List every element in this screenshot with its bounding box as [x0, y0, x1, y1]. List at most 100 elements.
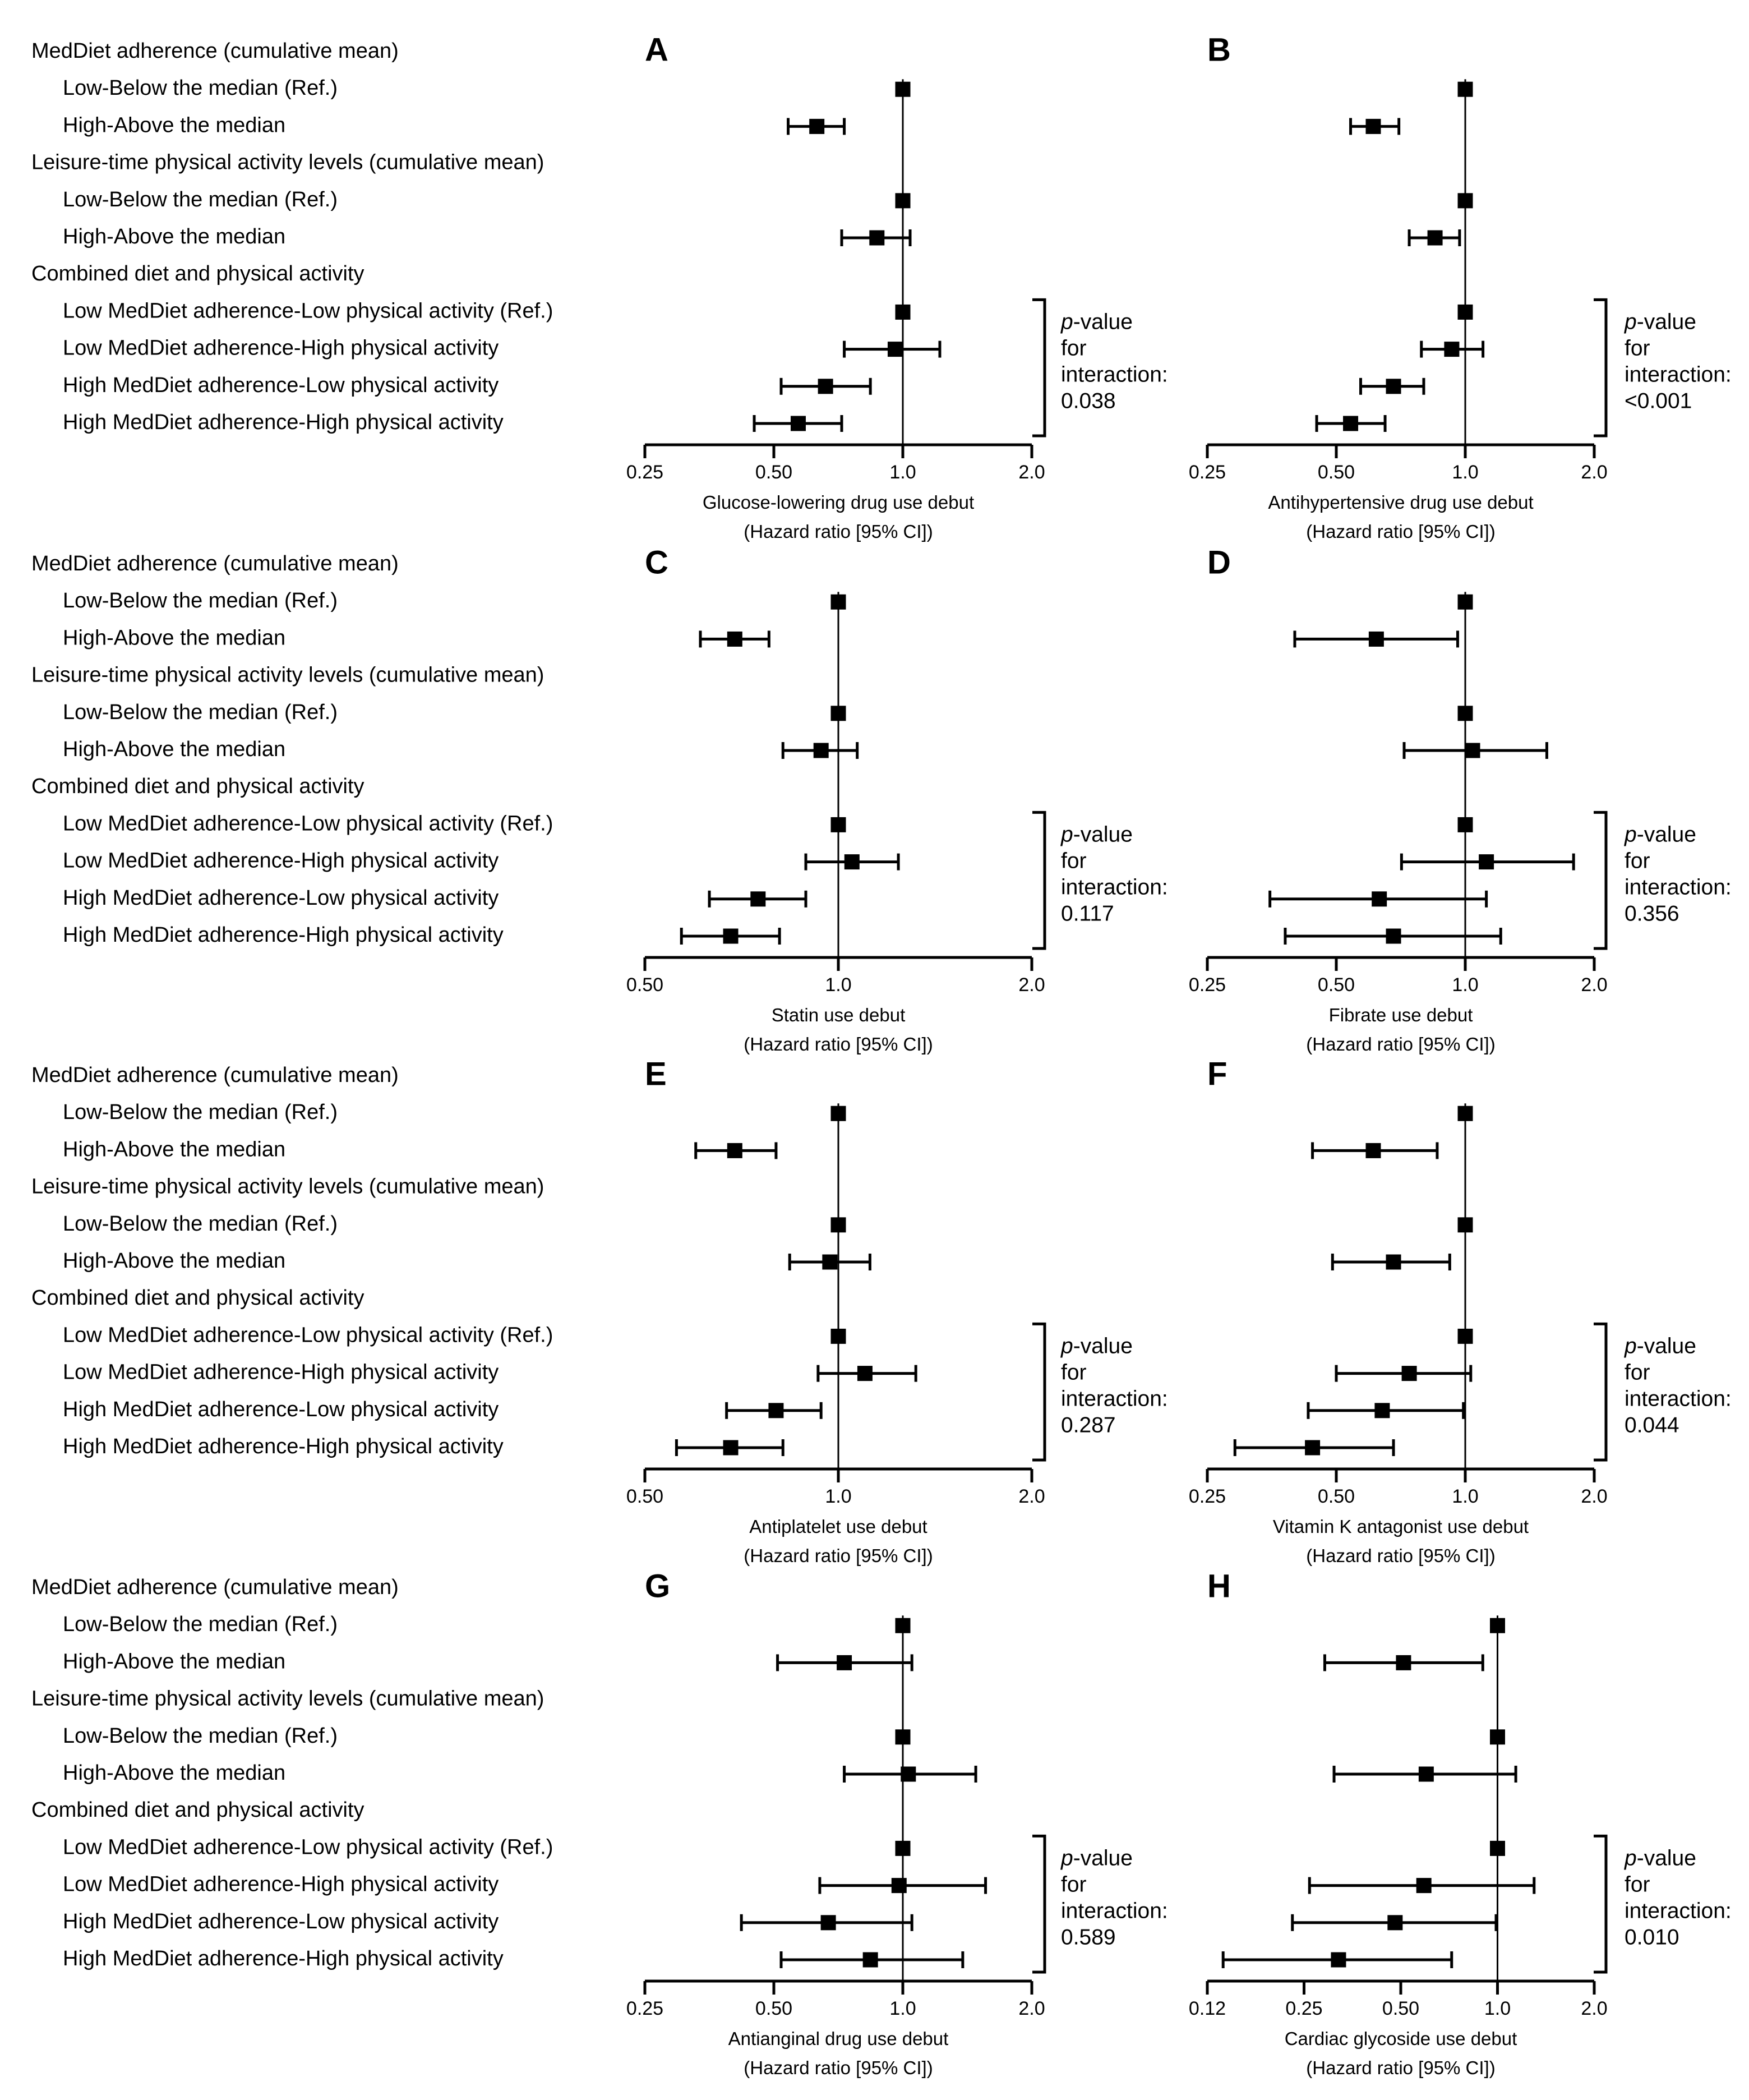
- x-tick-label: 0.12: [1189, 1998, 1226, 2019]
- group-heading: MedDiet adherence (cumulative mean): [31, 1063, 399, 1087]
- row-label: Low-Below the median (Ref.): [63, 1100, 338, 1124]
- hazard-ratio-point: [768, 1403, 784, 1419]
- hazard-ratio-point: [895, 81, 911, 97]
- pvalue-value: 0.356: [1625, 901, 1679, 925]
- hazard-ratio-point: [822, 1254, 838, 1270]
- group-heading: Combined diet and physical activity: [31, 1286, 364, 1310]
- x-axis-title: Antianginal drug use debut: [728, 2028, 949, 2049]
- x-axis-subtitle: (Hazard ratio [95% CI]): [744, 1545, 933, 1566]
- panel-letter: C: [645, 544, 668, 581]
- row-label: High-Above the median: [63, 738, 285, 761]
- hazard-ratio-point: [830, 1106, 846, 1121]
- row-label: Low MedDiet adherence-High physical acti…: [63, 337, 499, 360]
- hazard-ratio-point: [837, 1655, 852, 1670]
- pvalue-label: interaction:: [1061, 1899, 1168, 1923]
- hazard-ratio-point: [1401, 1366, 1417, 1381]
- x-axis-title: Antiplatelet use debut: [749, 1516, 927, 1537]
- x-tick-label: 1.0: [1452, 974, 1478, 996]
- interaction-bracket: [1594, 298, 1608, 438]
- forest-panel-d: D 0.25 0.50 1.0 2.0 Fibrate use debut (Hazard …: [1189, 544, 1732, 1054]
- group-heading: MedDiet adherence (cumulative mean): [31, 552, 399, 575]
- panel-letter: B: [1207, 31, 1231, 68]
- x-tick-label: 0.25: [626, 462, 663, 483]
- pvalue-label: interaction:: [1625, 1387, 1732, 1411]
- x-tick-label: 0.50: [755, 1998, 792, 2019]
- x-axis-subtitle: (Hazard ratio [95% CI]): [1306, 1545, 1495, 1566]
- pvalue-label: interaction:: [1625, 1899, 1732, 1923]
- pvalue-label: p-value: [1060, 822, 1133, 846]
- forest-panel-f: F 0.25 0.50 1.0 2.0 Vitamin K antagonist use …: [1189, 1056, 1732, 1566]
- forest-panel-c: C 0.50 1.0 2.0 Statin use debut (Hazard ratio…: [626, 544, 1168, 1054]
- row-label: Low MedDiet adherence-High physical acti…: [63, 849, 499, 873]
- forest-panel-a: A 0.25 0.50 1.0 2.0 Glucose-lowering drug use…: [626, 31, 1168, 542]
- x-tick-label: 2.0: [1018, 1998, 1045, 2019]
- pvalue-label: p-value: [1060, 1334, 1133, 1358]
- hazard-ratio-point: [813, 743, 829, 758]
- interaction-bracket: [1032, 1834, 1046, 1974]
- pvalue-label: for: [1061, 1360, 1087, 1384]
- hazard-ratio-point: [1457, 1106, 1473, 1121]
- hazard-ratio-point: [1457, 817, 1473, 832]
- x-tick-label: 0.50: [1318, 462, 1355, 483]
- x-tick-label: 0.50: [1382, 1998, 1419, 2019]
- pvalue-label: for: [1061, 336, 1087, 360]
- hazard-ratio-point: [895, 1729, 911, 1745]
- x-tick-label: 0.25: [1285, 1998, 1322, 2019]
- pvalue-label: for: [1625, 849, 1650, 873]
- x-axis-subtitle: (Hazard ratio [95% CI]): [1306, 2057, 1495, 2078]
- x-axis-subtitle: (Hazard ratio [95% CI]): [744, 1034, 933, 1054]
- x-tick-label: 2.0: [1581, 462, 1607, 483]
- row-label: Low MedDiet adherence-High physical acti…: [63, 1873, 499, 1896]
- row-label: High-Above the median: [63, 626, 285, 650]
- x-tick-label: 1.0: [825, 1486, 851, 1507]
- x-tick-label: 2.0: [1581, 974, 1607, 996]
- x-tick-label: 0.50: [755, 462, 792, 483]
- pvalue-label: p-value: [1624, 822, 1696, 846]
- pvalue-label: for: [1625, 1360, 1650, 1384]
- hazard-ratio-point: [1368, 631, 1384, 647]
- x-axis-title: Vitamin K antagonist use debut: [1273, 1516, 1529, 1537]
- forest-panel-b: B 0.25 0.50 1.0 2.0 Antihypertensive drug use…: [1189, 31, 1732, 542]
- x-tick-label: 1.0: [825, 974, 851, 996]
- row-label: High-Above the median: [63, 1249, 285, 1273]
- x-tick-label: 0.25: [626, 1998, 663, 2019]
- hazard-ratio-point: [820, 1915, 836, 1931]
- hazard-ratio-point: [895, 304, 911, 320]
- interaction-bracket: [1032, 810, 1046, 950]
- x-tick-label: 0.25: [1189, 462, 1226, 483]
- row-label: Low MedDiet adherence-Low physical activ…: [63, 1323, 553, 1347]
- panel-letter: F: [1207, 1056, 1227, 1092]
- hazard-ratio-point: [857, 1366, 873, 1381]
- hazard-ratio-point: [887, 342, 903, 357]
- row-label: High MedDiet adherence-Low physical acti…: [63, 1398, 499, 1421]
- hazard-ratio-point: [1490, 1729, 1505, 1745]
- pvalue-value: 0.038: [1061, 389, 1116, 413]
- pvalue-label: p-value: [1624, 1334, 1696, 1358]
- hazard-ratio-point: [818, 379, 833, 394]
- hazard-ratio-point: [1372, 891, 1387, 907]
- row-label: Low-Below the median (Ref.): [63, 1613, 338, 1636]
- hazard-ratio-point: [1444, 342, 1460, 357]
- group-heading: Leisure-time physical activity levels (c…: [31, 1687, 544, 1711]
- x-tick-label: 2.0: [1581, 1486, 1607, 1507]
- hazard-ratio-point: [1427, 230, 1443, 246]
- row-label: Low MedDiet adherence-Low physical activ…: [63, 1835, 553, 1859]
- group-heading: Leisure-time physical activity levels (c…: [31, 1175, 544, 1199]
- pvalue-label: interaction:: [1061, 875, 1168, 899]
- x-tick-label: 0.50: [1318, 974, 1355, 996]
- group-heading: Combined diet and physical activity: [31, 262, 364, 285]
- pvalue-label: p-value: [1060, 310, 1133, 334]
- hazard-ratio-point: [895, 1618, 911, 1633]
- hazard-ratio-point: [901, 1766, 916, 1782]
- x-tick-label: 2.0: [1018, 1486, 1045, 1507]
- hazard-ratio-point: [1465, 743, 1480, 758]
- hazard-ratio-point: [723, 928, 739, 944]
- row-label: High MedDiet adherence-High physical act…: [63, 1435, 504, 1458]
- panel-letter: G: [645, 1568, 670, 1604]
- pvalue-value: 0.117: [1061, 901, 1114, 925]
- x-axis-subtitle: (Hazard ratio [95% CI]): [1306, 1034, 1495, 1054]
- pvalue-label: interaction:: [1061, 1387, 1168, 1411]
- x-tick-label: 2.0: [1581, 1998, 1607, 2019]
- pvalue-label: interaction:: [1625, 875, 1732, 899]
- x-axis-title: Antihypertensive drug use debut: [1268, 492, 1533, 513]
